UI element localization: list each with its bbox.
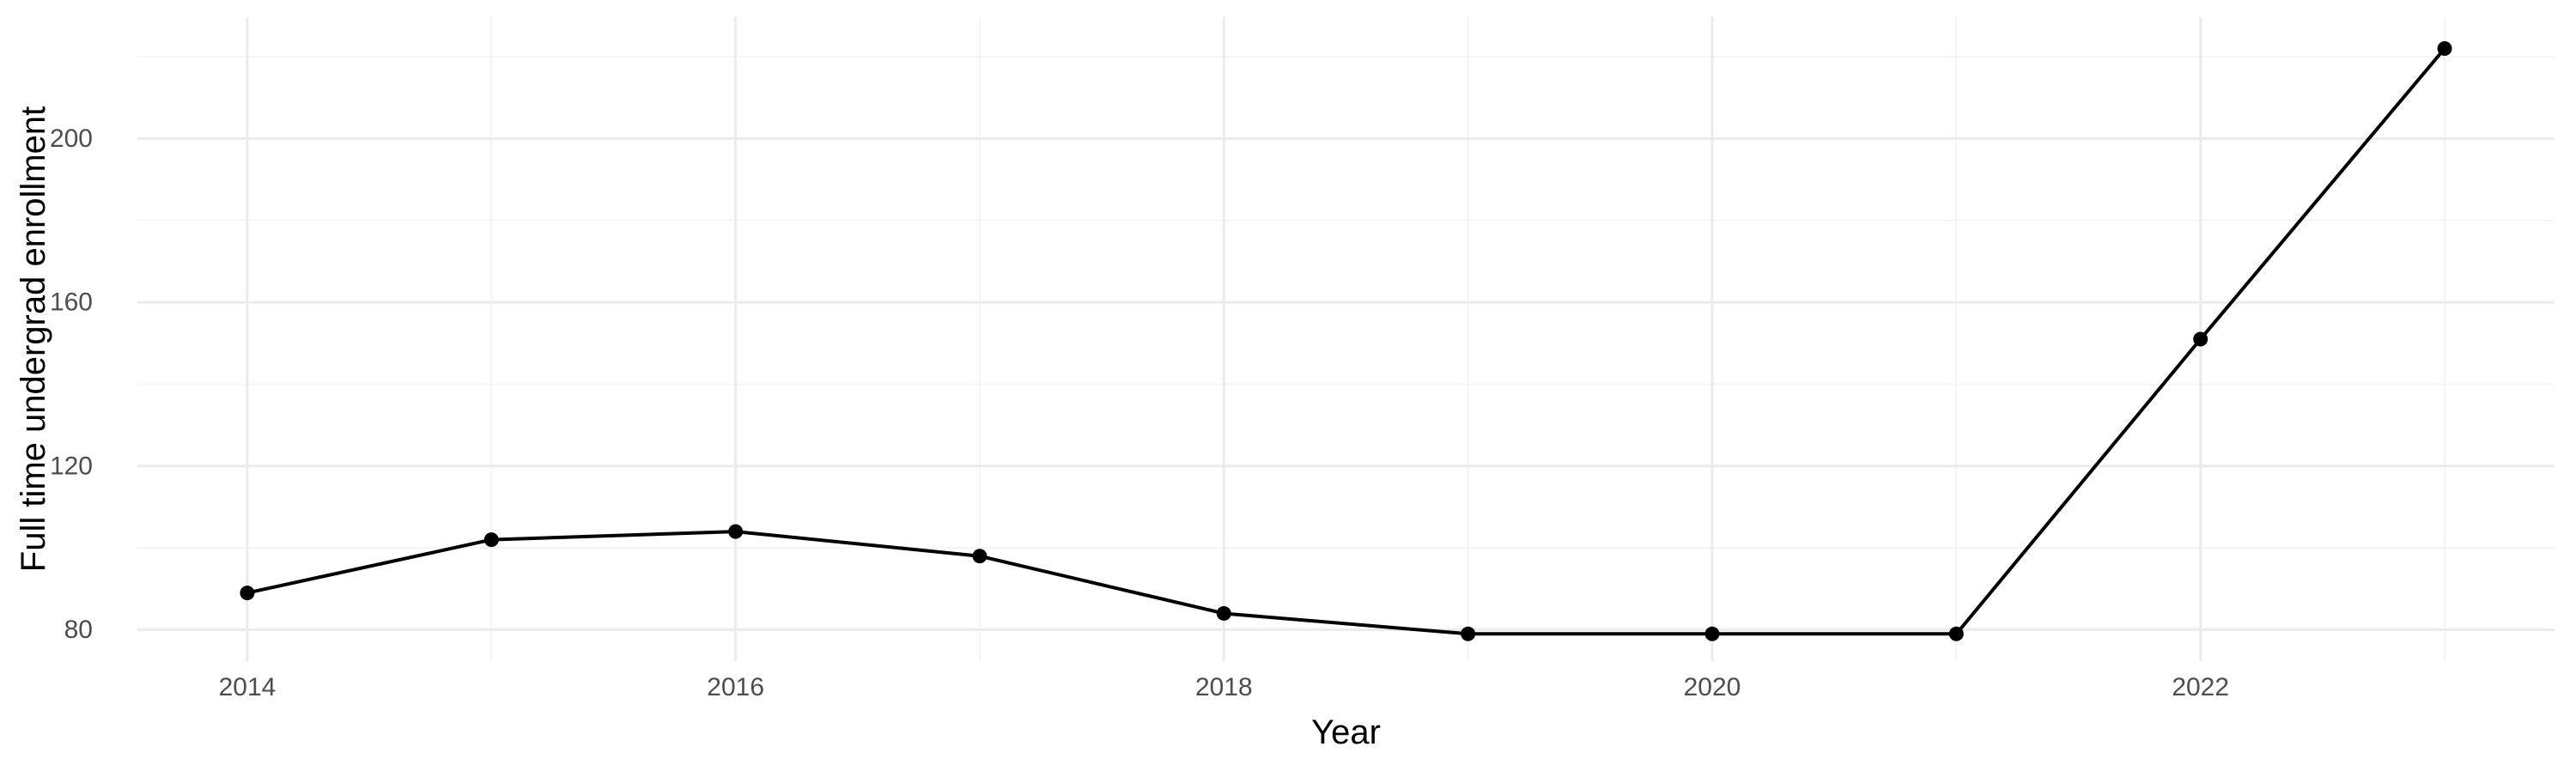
data-point: [1461, 626, 1476, 641]
y-tick-label: 200: [50, 124, 93, 153]
y-axis-title: Full time undergrad enrollment: [15, 106, 52, 572]
data-point: [483, 532, 499, 548]
x-tick-label: 2018: [1195, 673, 1253, 701]
data-point: [2437, 40, 2452, 56]
major-gridlines: [137, 17, 2555, 661]
y-tick-label: 160: [50, 288, 93, 317]
y-tick-label: 80: [64, 616, 93, 644]
data-point: [972, 549, 987, 564]
y-tick-label: 120: [50, 452, 93, 480]
y-axis-tick-labels: 80 120 160 200: [50, 124, 93, 644]
series-line: [246, 47, 2446, 636]
x-tick-label: 2014: [219, 673, 276, 701]
data-point: [1948, 626, 1964, 641]
x-tick-label: 2022: [2172, 673, 2229, 701]
data-point: [728, 524, 744, 539]
minor-gridlines: [137, 17, 2555, 661]
x-axis-title: Year: [1311, 713, 1381, 751]
x-tick-label: 2016: [707, 673, 764, 701]
data-point: [1704, 626, 1720, 641]
data-point: [240, 586, 255, 601]
x-tick-label: 2020: [1684, 673, 1741, 701]
data-point: [2193, 331, 2208, 347]
x-axis-tick-labels: 2014 2016 2018 2020 2022: [219, 673, 2229, 701]
data-point: [1216, 605, 1231, 621]
series-layer: [246, 47, 2446, 636]
data-points: [240, 40, 2452, 641]
